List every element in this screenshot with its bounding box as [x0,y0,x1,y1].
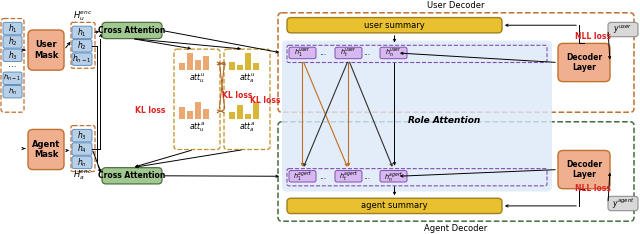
FancyBboxPatch shape [289,171,316,182]
Bar [195,102,201,119]
FancyBboxPatch shape [3,72,22,84]
FancyBboxPatch shape [28,30,64,70]
Bar [203,109,209,119]
Bar [229,62,235,70]
Text: Role Attention: Role Attention [408,116,480,125]
FancyBboxPatch shape [28,129,64,170]
FancyBboxPatch shape [608,22,638,37]
Text: $h_{n-1}$: $h_{n-1}$ [3,73,22,83]
FancyBboxPatch shape [72,156,92,169]
Text: Agent
Mask: Agent Mask [32,140,60,159]
Text: ...: ... [364,172,371,181]
FancyBboxPatch shape [102,168,162,184]
FancyBboxPatch shape [72,143,92,155]
Text: $h_1^{user}$: $h_1^{user}$ [294,47,311,59]
FancyBboxPatch shape [558,43,610,82]
Bar [237,105,243,119]
FancyBboxPatch shape [380,171,407,182]
Text: ...: ... [8,60,17,69]
Text: Cross Attention: Cross Attention [99,171,166,180]
Text: $h_2$: $h_2$ [77,40,87,52]
FancyBboxPatch shape [335,171,362,182]
Text: NLL loss: NLL loss [575,184,611,194]
Text: KL loss: KL loss [250,96,280,105]
Text: $y^{agent}$: $y^{agent}$ [612,196,634,211]
Bar [187,111,193,119]
Bar [237,65,243,70]
Text: $h_2$: $h_2$ [8,36,17,48]
Bar [179,107,185,119]
FancyBboxPatch shape [289,47,316,59]
Text: $h_1^{agent}$: $h_1^{agent}$ [292,170,312,183]
FancyBboxPatch shape [3,49,22,62]
Text: $h_3$: $h_3$ [77,129,87,142]
Text: ...: ... [364,48,371,58]
FancyBboxPatch shape [608,196,638,211]
Bar [195,60,201,70]
Text: $h_4$: $h_4$ [77,143,87,155]
Bar [253,102,259,119]
Text: $att_u^a$: $att_u^a$ [189,121,205,134]
Bar [203,56,209,70]
FancyBboxPatch shape [335,47,362,59]
Text: $h_n^{user}$: $h_n^{user}$ [385,47,402,59]
Text: agent summary: agent summary [361,201,428,210]
Text: Agent Decoder: Agent Decoder [424,224,488,233]
Text: Decoder
Layer: Decoder Layer [566,160,602,179]
FancyBboxPatch shape [72,53,92,65]
Text: Cross Attention: Cross Attention [99,26,166,35]
FancyBboxPatch shape [72,129,92,142]
FancyBboxPatch shape [3,85,22,98]
Text: user summary: user summary [364,21,425,30]
Text: $h_1$: $h_1$ [77,26,87,39]
FancyBboxPatch shape [558,150,610,189]
Text: $h_1$: $h_1$ [8,22,17,35]
FancyBboxPatch shape [72,40,92,52]
Text: $h_{n-1}$: $h_{n-1}$ [72,53,92,66]
Text: Decoder
Layer: Decoder Layer [566,53,602,72]
FancyBboxPatch shape [287,198,502,214]
Bar [229,112,235,119]
Text: $h_n$: $h_n$ [77,156,87,169]
Text: KL loss: KL loss [134,106,165,115]
Text: NLL loss: NLL loss [575,32,611,40]
Bar [187,53,193,70]
Text: User Decoder: User Decoder [428,1,484,10]
Text: $att_a^u$: $att_a^u$ [239,71,255,84]
Text: $h_3$: $h_3$ [8,49,17,62]
Text: $y^{user}$: $y^{user}$ [614,23,632,36]
FancyBboxPatch shape [72,26,92,39]
FancyBboxPatch shape [282,40,552,192]
Text: ...: ... [319,172,326,181]
Text: $h_n$: $h_n$ [8,87,17,97]
Text: ...: ... [319,48,326,58]
FancyBboxPatch shape [102,22,162,39]
Text: KL loss: KL loss [222,91,252,99]
FancyBboxPatch shape [287,18,502,33]
Bar [253,63,259,70]
Text: $att_u^u$: $att_u^u$ [189,71,205,84]
Text: $H_a^{enc}$: $H_a^{enc}$ [73,168,93,182]
Text: $h_n^{agent}$: $h_n^{agent}$ [383,170,403,183]
Bar [245,53,251,70]
Text: User
Mask: User Mask [34,40,58,60]
Text: $att_a^a$: $att_a^a$ [239,121,255,134]
Bar [179,63,185,70]
Bar [245,114,251,119]
Text: $h_t^{user}$: $h_t^{user}$ [340,47,357,59]
FancyBboxPatch shape [3,36,22,48]
Text: $h_t^{agent}$: $h_t^{agent}$ [339,169,358,183]
Text: $H_u^{enc}$: $H_u^{enc}$ [73,10,93,23]
FancyBboxPatch shape [380,47,407,59]
FancyBboxPatch shape [3,22,22,35]
